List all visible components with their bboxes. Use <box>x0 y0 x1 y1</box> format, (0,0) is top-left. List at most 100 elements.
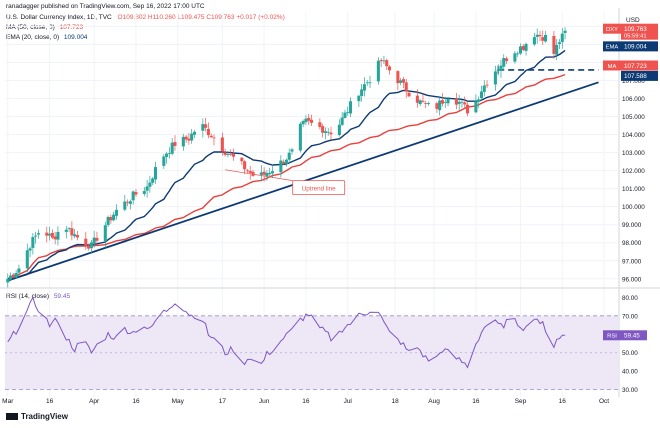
time-tick-label: Mar <box>2 398 14 405</box>
candle-body <box>321 126 325 133</box>
candle-body <box>307 117 311 121</box>
candle-body <box>460 101 464 103</box>
candle-body <box>521 45 525 50</box>
candle-body <box>53 236 57 240</box>
candle-body <box>424 103 428 104</box>
candle-body <box>262 171 266 175</box>
rsi-tick-label: 50.00 <box>622 350 638 357</box>
dxy-price-tag-value: 109.763 <box>624 26 647 33</box>
ema-legend-label: EMA (20, close, 0) <box>6 34 60 41</box>
series-title: U.S. Dollar Currency Index, 1D, TVC <box>6 14 112 21</box>
candle-body <box>552 35 556 54</box>
publisher-line: ranadagger published on TradingView.com,… <box>6 3 205 10</box>
annotation-box <box>292 180 346 196</box>
dxy-price-tag-badge-text: DXY <box>606 27 618 33</box>
candle-body <box>212 137 216 139</box>
ema-price-tag-value: 109.004 <box>624 44 647 51</box>
ma-price-tag-badge <box>603 60 621 71</box>
candle-body <box>231 153 236 157</box>
ma-legend-value: 107.723 <box>59 24 84 31</box>
candle-body <box>209 135 213 138</box>
candle-body <box>45 232 49 236</box>
candle-body <box>401 79 405 83</box>
candle-body <box>34 235 38 237</box>
candle-body <box>362 84 366 91</box>
candle-body <box>265 172 269 176</box>
candle-body <box>279 160 283 173</box>
candle-body <box>560 33 564 43</box>
candle-body <box>404 82 408 92</box>
rsi-value-tag <box>621 330 647 341</box>
candle-body <box>557 42 562 44</box>
candle-body <box>75 235 79 238</box>
candle-body <box>282 161 286 164</box>
candle-body <box>518 46 523 54</box>
candle-body <box>304 118 308 123</box>
candle-body <box>36 233 40 235</box>
ema-legend-value: 109.004 <box>63 34 88 41</box>
candle-body <box>201 124 205 131</box>
candle-body <box>114 209 118 216</box>
candle-body <box>128 201 132 204</box>
candle-body <box>148 182 152 187</box>
candle-body <box>56 231 60 240</box>
candle-body <box>415 95 419 103</box>
price-tick-label: 102.000 <box>622 168 645 175</box>
candle-body <box>153 167 157 180</box>
currency-label: USD <box>626 17 640 24</box>
time-tick-label: 18 <box>391 398 399 405</box>
candle-body <box>206 128 210 136</box>
candle-body <box>103 225 107 242</box>
candle-body <box>348 101 353 114</box>
candle-body <box>229 153 233 155</box>
candle-body <box>479 91 484 99</box>
candle-body <box>329 132 333 135</box>
candle-body <box>446 98 450 104</box>
candle-body <box>418 100 422 105</box>
candle-body <box>240 157 244 162</box>
candle-body <box>25 250 29 269</box>
candle-body <box>284 159 288 164</box>
rsi-badge <box>603 330 621 341</box>
candle-body <box>28 248 32 251</box>
candle-body <box>204 124 208 128</box>
candle-body <box>170 142 174 154</box>
candle-body <box>123 201 127 210</box>
candle-body <box>162 156 166 166</box>
candle-body <box>440 100 444 104</box>
candle-body <box>109 217 113 221</box>
candle-body <box>555 44 559 55</box>
ema-price-tag <box>621 41 658 52</box>
rsi-tick-label: 30.00 <box>622 387 638 394</box>
candle-body <box>142 191 146 194</box>
candle-body <box>106 216 110 226</box>
tradingview-wordmark: TradingView <box>21 412 68 421</box>
candle-body <box>443 101 447 103</box>
candle-body <box>544 34 548 42</box>
candle-body <box>9 275 13 280</box>
price-tick-label: 97.000 <box>622 258 642 265</box>
candle-body <box>248 171 252 173</box>
time-tick-label: 17 <box>219 398 227 405</box>
candle-body <box>243 161 247 170</box>
candle-body <box>87 246 91 249</box>
candle-body <box>505 58 509 61</box>
ema-legend: EMA (20, close, 0) 109.004 <box>6 34 87 41</box>
candle-body <box>535 34 539 37</box>
candle-body <box>502 58 506 67</box>
time-tick-label: 16 <box>46 398 54 405</box>
candle-body <box>541 37 545 41</box>
candle-body <box>287 152 291 160</box>
candle-body <box>84 238 88 246</box>
candle-body <box>496 69 500 71</box>
rsi-tick-label: 40.00 <box>622 369 638 376</box>
rsi-legend: RSI (14, close) 59.45 <box>6 293 70 300</box>
candle-body <box>343 112 347 118</box>
candle-body <box>376 60 380 82</box>
candle-body <box>298 123 302 151</box>
candle-body <box>365 82 369 84</box>
candle-body <box>48 233 52 236</box>
candle-body <box>145 186 149 191</box>
time-tick-label: 16 <box>132 398 140 405</box>
